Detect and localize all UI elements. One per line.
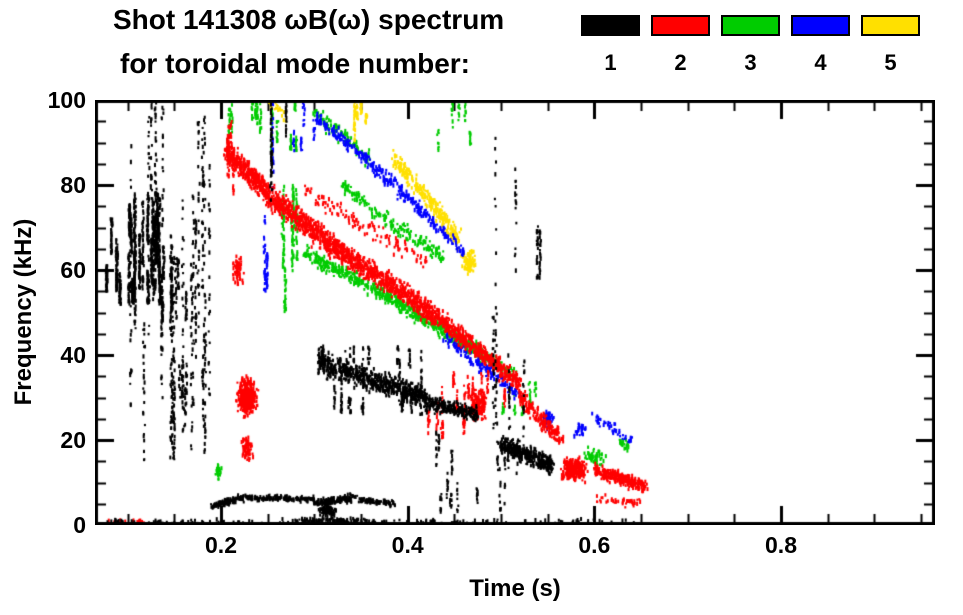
legend-swatch-n1 [581, 15, 640, 36]
legend-number-n1: 1 [604, 50, 617, 75]
x-tick-label: 0.4 [391, 532, 424, 558]
legend-mode-numbers: 1 2 3 4 5 [581, 50, 920, 76]
y-tick-label: 20 [60, 427, 86, 453]
chart-title-line1: Shot 141308 ωB(ω) spectrum [113, 4, 505, 35]
x-tick-label: 0.2 [205, 532, 237, 558]
legend-swatches [581, 15, 920, 36]
y-tick-label: 40 [60, 342, 86, 368]
legend-number-n5: 5 [884, 50, 897, 75]
x-axis-label: Time (s) [469, 575, 561, 602]
legend-swatch-n5 [861, 15, 920, 36]
legend-swatch-n3 [721, 15, 780, 36]
legend-swatch-n2 [651, 15, 710, 36]
y-tick-label: 100 [47, 87, 86, 113]
x-tick-label: 0.8 [765, 532, 797, 558]
plot-canvas [95, 100, 935, 525]
legend-swatch-n4 [791, 15, 850, 36]
y-tick-label: 0 [73, 512, 86, 538]
legend-number-n4: 4 [814, 50, 827, 75]
y-tick-label: 60 [60, 257, 86, 283]
legend-number-n2: 2 [674, 50, 687, 75]
legend-number-n3: 3 [744, 50, 757, 75]
y-tick-label: 80 [60, 172, 86, 198]
x-tick-label: 0.6 [578, 532, 611, 558]
chart-title-line2: for toroidal mode number: [120, 48, 470, 79]
y-axis-label: Frequency (kHz) [10, 218, 37, 406]
